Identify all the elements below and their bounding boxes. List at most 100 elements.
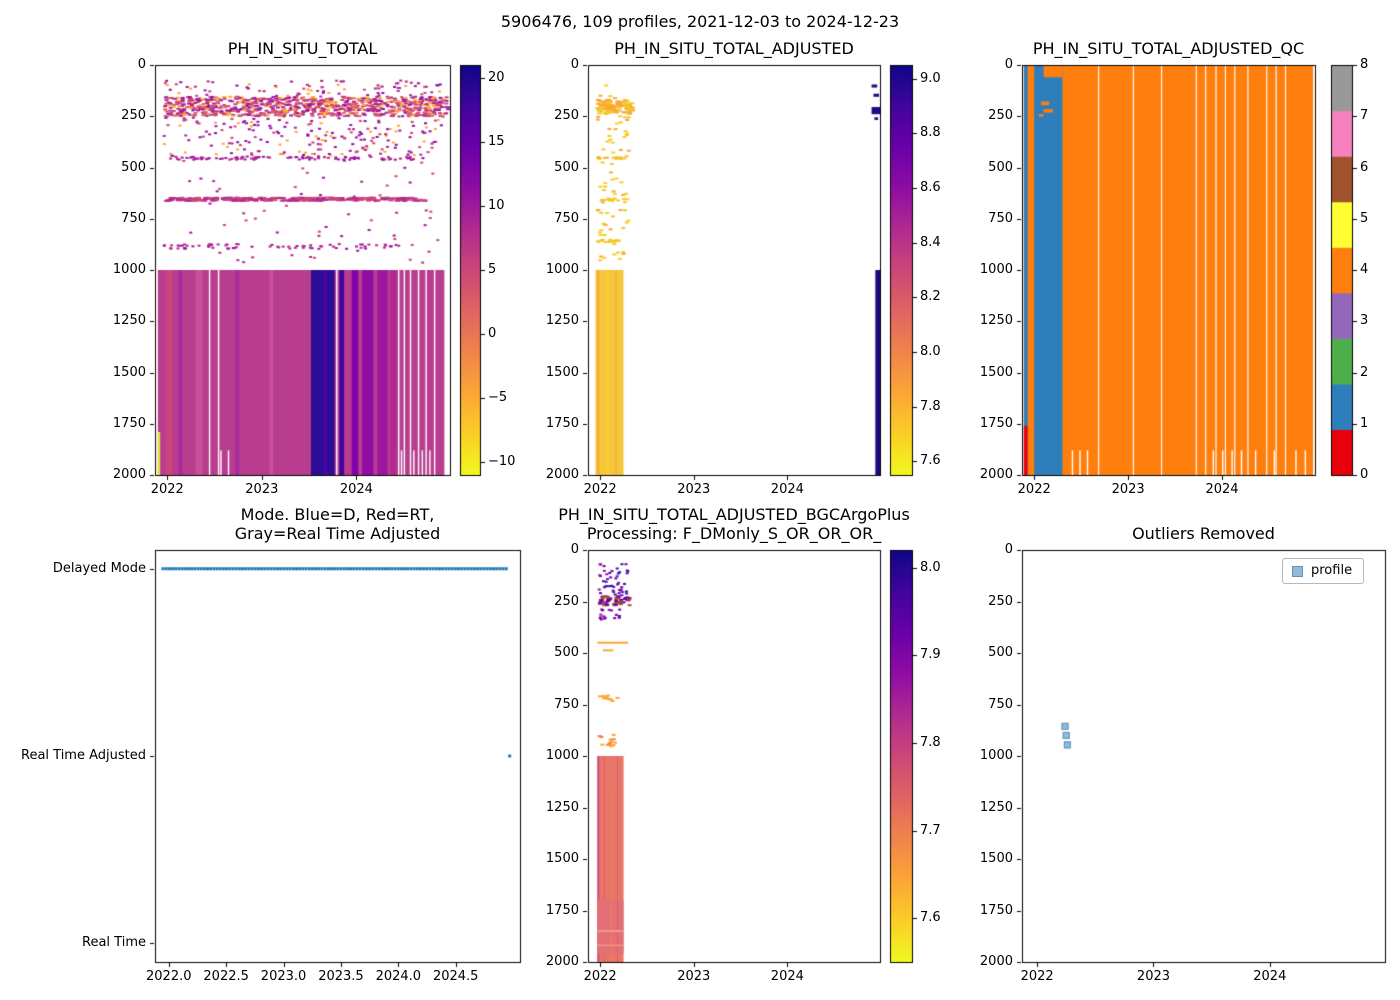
- y-tick-label: 1750: [979, 902, 1013, 918]
- x-tick-label: 2023.5: [318, 969, 364, 984]
- y-tick-label: Real Time: [82, 935, 146, 951]
- colorbar-tick-label: 15: [488, 133, 505, 149]
- y-tick-label: 2000: [112, 467, 146, 482]
- y-tick-label: 250: [121, 108, 146, 124]
- subplot-title-mode: Mode. Blue=D, Red=RT, Gray=Real Time Adj…: [234, 505, 441, 543]
- y-tick-label: Delayed Mode: [52, 560, 146, 576]
- x-tick-label: 2024.0: [375, 969, 422, 984]
- y-tick-label: 1000: [979, 262, 1013, 277]
- subplot-title-outliers-removed: Outliers Removed: [1132, 524, 1275, 543]
- y-tick-label: 1000: [545, 748, 579, 763]
- x-tick-label: 2022.0: [146, 969, 192, 984]
- x-tick-label: 2022: [150, 482, 184, 497]
- y-tick-label: 500: [121, 159, 146, 175]
- colorbar-tick-label: 5: [1360, 210, 1369, 226]
- colorbar-tick-label: 7.6: [920, 910, 941, 926]
- subplot-title-ph-in-situ-total: PH_IN_SITU_TOTAL: [227, 39, 378, 58]
- y-tick-label: 1250: [545, 313, 579, 329]
- colorbar-tick-label: 7.6: [920, 453, 941, 469]
- colorbar-tick-label: 20: [488, 69, 505, 85]
- y-tick-label: 750: [988, 696, 1013, 712]
- legend: profile: [1282, 558, 1365, 584]
- y-tick-label: Real Time Adjusted: [21, 748, 146, 763]
- x-tick-label: 2022: [583, 482, 617, 497]
- x-tick-label: 2022.5: [203, 969, 249, 984]
- y-tick-label: 2000: [545, 467, 579, 482]
- colorbar-tick-label: 8: [1360, 57, 1369, 72]
- colorbar-tick-label: 6: [1360, 159, 1369, 175]
- x-tick-label: 2023: [245, 482, 279, 497]
- colorbar-tick-label: 3: [1360, 313, 1369, 329]
- y-tick-label: 0: [570, 542, 579, 557]
- y-tick-label: 2000: [979, 954, 1013, 969]
- colorbar-tick-label: 7.8: [920, 734, 941, 750]
- y-tick-label: 1000: [545, 262, 579, 277]
- y-tick-label: 1250: [979, 799, 1013, 815]
- colorbar-tick-label: 8.0: [920, 559, 941, 575]
- colorbar-tick-label: 8.8: [920, 125, 941, 141]
- profile-marker-icon: [1292, 565, 1303, 577]
- y-tick-label: 2000: [545, 954, 579, 969]
- colorbar-tick-label: 10: [488, 197, 505, 213]
- y-tick-label: 500: [988, 645, 1013, 660]
- y-tick-label: 1500: [979, 364, 1013, 380]
- x-tick-label: 2023: [677, 969, 711, 984]
- figure-title: 5906476, 109 profiles, 2021-12-03 to 202…: [500, 12, 900, 31]
- subplot-title-ph-adjusted-bgcargoplus: PH_IN_SITU_TOTAL_ADJUSTED_BGCArgoPlus Pr…: [558, 505, 910, 543]
- x-tick-label: 2022: [1020, 969, 1054, 984]
- y-tick-label: 0: [137, 57, 146, 72]
- colorbar-tick-label: 9.0: [920, 70, 941, 86]
- y-tick-label: 1500: [545, 851, 579, 866]
- y-tick-label: 1500: [979, 851, 1013, 866]
- y-tick-label: 1750: [545, 415, 579, 431]
- y-tick-label: 250: [988, 108, 1013, 124]
- colorbar-tick-label: 8.2: [920, 289, 941, 305]
- y-tick-label: 0: [1004, 57, 1013, 72]
- y-tick-label: 0: [570, 57, 579, 72]
- y-tick-label: 750: [554, 210, 579, 226]
- y-tick-label: 750: [988, 210, 1013, 226]
- y-tick-label: 1750: [979, 415, 1013, 431]
- y-tick-label: 1250: [979, 313, 1013, 329]
- y-tick-label: 1250: [545, 799, 579, 815]
- y-tick-label: 2000: [979, 467, 1013, 482]
- x-tick-label: 2024: [1205, 482, 1239, 497]
- y-tick-label: 750: [554, 696, 579, 712]
- y-tick-label: 250: [988, 593, 1013, 609]
- subplot-title-ph-in-situ-total-adjusted-qc: PH_IN_SITU_TOTAL_ADJUSTED_QC: [1032, 39, 1305, 58]
- y-tick-label: 250: [554, 593, 579, 609]
- y-tick-label: 750: [121, 210, 146, 226]
- legend-label: profile: [1311, 563, 1353, 578]
- y-tick-label: 0: [1004, 542, 1013, 557]
- colorbar-tick-label: 7: [1360, 108, 1369, 124]
- y-tick-label: 1000: [112, 262, 146, 277]
- colorbar-tick-label: 7.8: [920, 398, 941, 414]
- colorbar-tick-label: 2: [1360, 364, 1369, 380]
- x-tick-label: 2024: [770, 482, 804, 497]
- colorbar-tick-label: 8.0: [920, 344, 941, 359]
- y-tick-label: 1750: [112, 415, 146, 431]
- x-tick-label: 2023: [1111, 482, 1145, 497]
- x-tick-label: 2024: [1253, 969, 1287, 984]
- y-tick-label: 250: [554, 108, 579, 124]
- colorbar-tick-label: −5: [488, 390, 508, 406]
- colorbar-tick-label: 7.7: [920, 822, 941, 838]
- y-tick-label: 1000: [979, 748, 1013, 763]
- colorbar-tick-label: −10: [488, 454, 516, 470]
- x-tick-label: 2023: [1136, 969, 1171, 984]
- y-tick-label: 1500: [112, 364, 146, 380]
- x-tick-label: 2023: [677, 482, 711, 497]
- y-tick-label: 500: [988, 159, 1013, 175]
- x-tick-label: 2024: [770, 969, 804, 984]
- y-tick-label: 1250: [112, 313, 146, 329]
- y-tick-label: 1750: [545, 902, 579, 918]
- colorbar-tick-label: 0: [1360, 467, 1369, 482]
- colorbar-tick-label: 0: [488, 326, 497, 342]
- x-tick-label: 2024: [339, 482, 373, 497]
- subplot-title-ph-in-situ-total-adjusted: PH_IN_SITU_TOTAL_ADJUSTED: [614, 39, 854, 58]
- x-tick-label: 2022: [583, 969, 617, 984]
- colorbar-tick-label: 8.4: [920, 234, 941, 250]
- colorbar-tick-label: 7.9: [920, 647, 941, 663]
